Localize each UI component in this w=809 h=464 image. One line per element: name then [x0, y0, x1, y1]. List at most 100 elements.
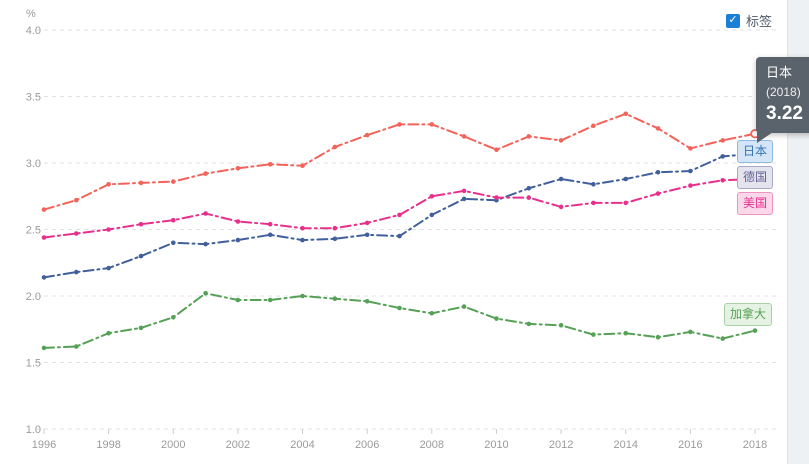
data-point-germany-1996[interactable] [41, 275, 47, 280]
data-point-germany-2001[interactable] [203, 241, 208, 247]
y-axis-tick-label: 2.5 [26, 225, 41, 237]
data-point-usa-1996[interactable] [41, 235, 47, 240]
data-point-canada-2007[interactable] [397, 305, 402, 311]
data-point-canada-1999[interactable] [138, 325, 144, 331]
data-point-germany-2009[interactable] [461, 196, 467, 202]
data-point-germany-2014[interactable] [623, 176, 628, 182]
data-point-japan-2000[interactable] [171, 179, 176, 184]
data-point-japan-2008[interactable] [429, 122, 435, 127]
data-point-japan-2009[interactable] [461, 134, 467, 139]
data-point-canada-2003[interactable] [267, 297, 273, 303]
data-point-canada-2008[interactable] [429, 311, 435, 316]
data-point-canada-2015[interactable] [655, 334, 661, 340]
data-point-canada-2004[interactable] [300, 293, 305, 299]
data-point-canada-1998[interactable] [106, 330, 111, 336]
data-point-germany-2012[interactable] [558, 176, 564, 182]
data-point-canada-2018[interactable] [752, 328, 758, 333]
data-point-germany-2004[interactable] [300, 237, 305, 243]
data-point-japan-2014[interactable] [623, 111, 628, 117]
data-point-germany-2007[interactable] [397, 233, 402, 239]
data-point-canada-2006[interactable] [364, 299, 370, 304]
data-point-germany-2013[interactable] [591, 182, 596, 187]
data-point-germany-2017[interactable] [720, 154, 725, 159]
data-point-canada-2002[interactable] [235, 297, 241, 303]
data-point-japan-2006[interactable] [364, 132, 370, 138]
data-point-japan-2016[interactable] [688, 146, 693, 151]
x-axis-tick-label: 2002 [226, 439, 250, 451]
data-point-japan-2005[interactable] [332, 144, 338, 150]
data-point-usa-2002[interactable] [235, 219, 241, 224]
data-point-usa-2006[interactable] [364, 220, 370, 226]
data-point-germany-1998[interactable] [106, 265, 111, 271]
data-point-canada-2010[interactable] [494, 316, 499, 321]
data-point-canada-2005[interactable] [332, 296, 338, 302]
data-point-japan-2015[interactable] [655, 126, 661, 131]
data-point-japan-2001[interactable] [203, 171, 208, 176]
data-point-germany-1999[interactable] [138, 253, 144, 259]
data-point-canada-2000[interactable] [171, 315, 176, 320]
data-point-usa-2012[interactable] [558, 204, 564, 210]
data-point-usa-2009[interactable] [461, 188, 467, 194]
data-point-usa-2001[interactable] [203, 211, 208, 216]
data-point-japan-1998[interactable] [106, 182, 111, 187]
data-point-usa-2007[interactable] [397, 212, 402, 218]
data-point-usa-2000[interactable] [171, 217, 176, 223]
data-point-germany-2005[interactable] [332, 236, 338, 242]
data-point-japan-2012[interactable] [558, 138, 564, 143]
data-point-germany-2011[interactable] [526, 186, 532, 191]
series-line-canada [43, 292, 756, 349]
data-point-usa-2008[interactable] [429, 194, 435, 199]
data-point-japan-1997[interactable] [74, 197, 79, 203]
data-point-canada-2012[interactable] [558, 323, 564, 328]
data-point-canada-1997[interactable] [74, 344, 79, 349]
data-point-usa-2005[interactable] [332, 225, 338, 231]
data-point-japan-2017[interactable] [720, 138, 725, 143]
data-point-usa-1998[interactable] [106, 227, 111, 232]
data-point-canada-2017[interactable] [720, 336, 725, 341]
data-point-germany-2003[interactable] [267, 232, 273, 238]
data-point-germany-2008[interactable] [429, 212, 435, 218]
data-point-japan-2010[interactable] [494, 147, 499, 152]
data-point-usa-2017[interactable] [720, 178, 725, 183]
data-point-usa-2015[interactable] [655, 191, 661, 196]
data-point-germany-2000[interactable] [171, 240, 176, 246]
data-point-japan-2011[interactable] [526, 134, 532, 139]
data-point-canada-2009[interactable] [461, 304, 467, 309]
y-axis-tick-label: 1.0 [26, 424, 41, 436]
label-toggle-checkbox[interactable]: ✓ [726, 13, 740, 28]
data-point-usa-2016[interactable] [688, 183, 693, 188]
data-point-usa-1997[interactable] [74, 231, 79, 236]
label-toggle-text: 标签 [746, 14, 773, 29]
data-point-japan-1999[interactable] [138, 180, 144, 186]
tooltip-series-name: 日本 [766, 65, 793, 80]
data-point-germany-1997[interactable] [74, 269, 79, 275]
data-point-japan-2013[interactable] [591, 123, 596, 129]
data-point-germany-2002[interactable] [235, 237, 241, 243]
data-point-usa-2010[interactable] [494, 195, 499, 200]
data-point-canada-2014[interactable] [623, 330, 628, 336]
data-point-japan-2007[interactable] [397, 122, 402, 127]
data-point-usa-1999[interactable] [138, 221, 144, 227]
x-axis-tick-label: 1996 [32, 439, 56, 451]
x-axis-tick-label: 2012 [549, 439, 573, 451]
data-point-japan-2004[interactable] [300, 163, 305, 168]
x-axis-tick-label: 2016 [678, 439, 702, 451]
data-point-germany-2016[interactable] [688, 168, 693, 174]
data-point-canada-2001[interactable] [203, 291, 208, 296]
data-point-germany-2006[interactable] [364, 232, 370, 238]
data-point-usa-2011[interactable] [526, 195, 532, 200]
data-point-canada-2011[interactable] [526, 321, 532, 327]
data-point-japan-1996[interactable] [41, 207, 47, 212]
data-point-germany-2015[interactable] [655, 170, 661, 175]
data-point-usa-2004[interactable] [300, 225, 305, 231]
data-point-canada-1996[interactable] [41, 345, 47, 351]
data-point-usa-2003[interactable] [267, 221, 273, 227]
data-point-canada-2013[interactable] [591, 332, 596, 337]
data-point-usa-2013[interactable] [591, 200, 596, 206]
data-point-canada-2016[interactable] [688, 329, 693, 335]
data-point-japan-2003[interactable] [267, 162, 273, 167]
data-point-japan-2002[interactable] [235, 166, 241, 171]
data-point-usa-2014[interactable] [623, 200, 628, 206]
